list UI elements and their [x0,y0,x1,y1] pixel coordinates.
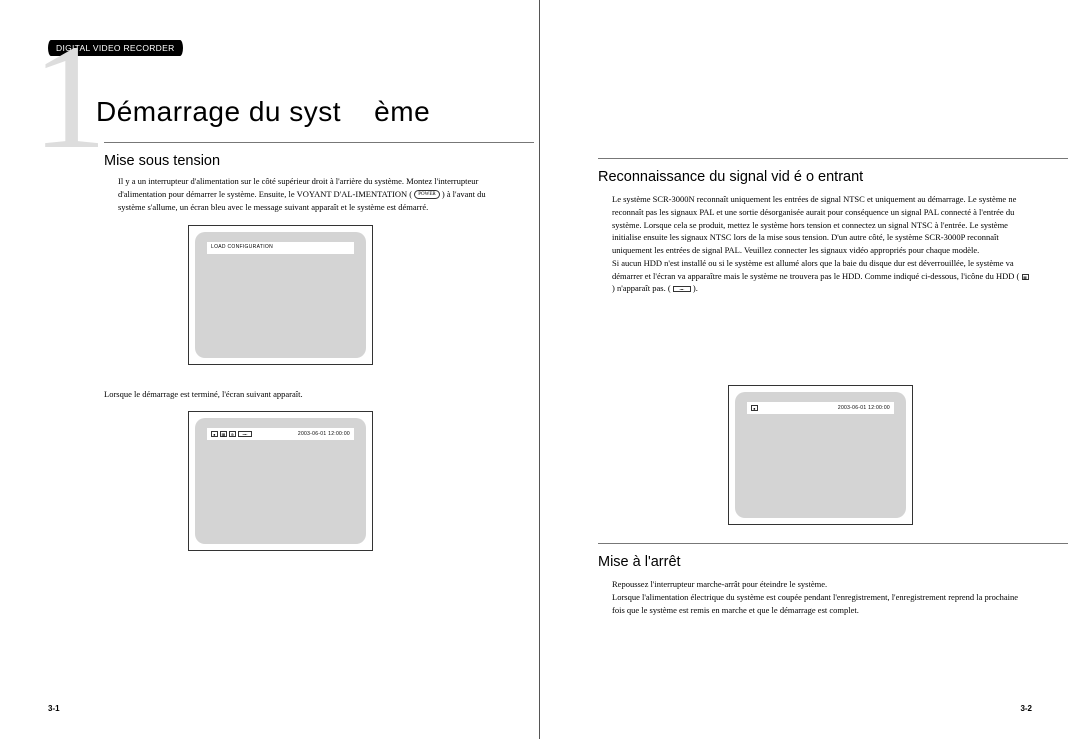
status-icons: ● [751,405,758,411]
body-text-part: ). [693,283,698,293]
body-text: Il y a un interrupteur d'alimentation su… [118,175,491,213]
section-title-power-on: Mise sous tension [104,153,491,169]
body-text-part: Le système SCR-3000N reconnaît uniquemen… [612,194,1016,255]
screen-mock-1: LOAD CONFIGURATION [188,225,373,365]
left-page: DIGITAL VIDEO RECORDER 1 Démarrage du sy… [0,0,540,739]
body-text: Repoussez l'interrupteur marche-arrât po… [612,578,1032,616]
section-rule [598,543,1068,544]
status-timestamp: 2003-06-01 12:00:00 [298,431,350,437]
net-icon: ╼╾ [238,431,252,437]
status-timestamp: 2003-06-01 12:00:00 [838,405,890,411]
rec-icon: ● [211,431,218,437]
status-icons: ● ▦ ⊕ ╼╾ [211,431,252,437]
section-title-text: Reconnaissance du signal vid é o entrant [598,169,863,185]
body-text-part: Lorsque l'alimentation électrique du sys… [612,592,1018,615]
section-rule [598,158,1068,159]
chapter-title-part: marrage du syst [133,96,341,127]
section-title-shutdown: Mise à l'arrêt [598,554,1032,570]
body-text-part: ) n'apparaît pas. ( [612,283,671,293]
screen-status-bar: ● 2003-06-01 12:00:00 [747,402,894,414]
body-text-part: Si aucun HDD n'est installé ou si le sys… [612,258,1019,281]
section-rule [104,142,534,143]
hdd-icon: ▦ [1022,274,1029,280]
body-text: Le système SCR-3000N reconnaît uniquemen… [612,193,1032,295]
screen-mock-3: ● 2003-06-01 12:00:00 [728,385,913,525]
lock-icon: ⊕ [229,431,236,437]
page-number-right: 3-2 [1020,704,1032,713]
page-spread: DIGITAL VIDEO RECORDER 1 Démarrage du sy… [0,0,1080,739]
hdd-icon: ▦ [220,431,227,437]
chapter-title: Démarrage du syst ème [96,96,491,128]
rec-icon: ● [751,405,758,411]
power-button-icon: POWER [414,190,440,199]
body-text-part: Repoussez l'interrupteur marche-arrât po… [612,579,827,589]
chapter-title-part: è [374,96,390,127]
section-title-signal: Reconnaissance du signal vid é o entrant [598,169,1032,185]
section-title-text: Mise à l'arrêt [598,554,681,570]
right-page: Reconnaissance du signal vid é o entrant… [540,0,1080,739]
chapter-title-part: Dé [96,96,133,127]
screen-status-bar: ● ▦ ⊕ ╼╾ 2003-06-01 12:00:00 [207,428,354,440]
screen-label: LOAD CONFIGURATION [207,242,354,254]
screen-mock-2: ● ▦ ⊕ ╼╾ 2003-06-01 12:00:00 [188,411,373,551]
caption-text: Lorsque le démarrage est terminé, l'écra… [104,389,491,399]
chapter-title-part: me [390,96,430,127]
net-icon: ╼╾ [673,286,691,292]
page-number-left: 3-1 [48,704,60,713]
